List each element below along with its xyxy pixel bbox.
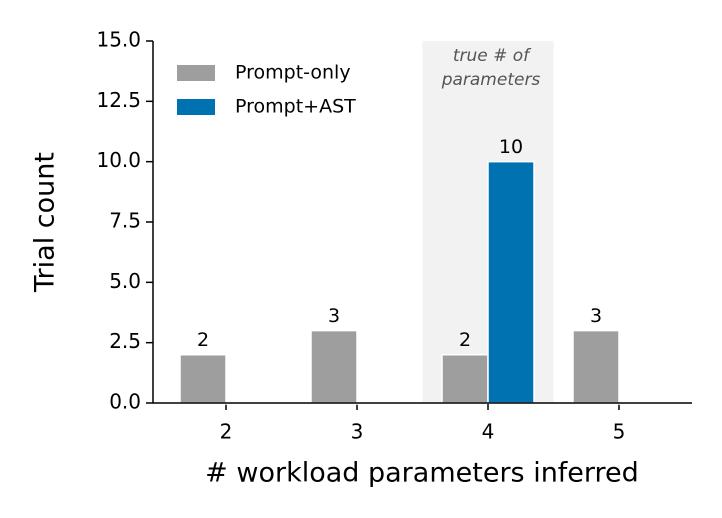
y-tick-label: 15.0 (96, 28, 141, 52)
bar (572, 329, 620, 404)
legend-label: Prompt-only (235, 62, 351, 84)
x-axis-label: # workload parameters inferred (205, 458, 639, 489)
bar (487, 160, 535, 404)
y-tick-label: 10.0 (96, 148, 141, 172)
legend-swatch (177, 99, 215, 115)
annotation-text: parameters (441, 70, 541, 90)
legend-swatch (177, 65, 215, 81)
y-tick-label: 12.5 (96, 88, 141, 112)
value-label: 2 (197, 329, 209, 351)
bar (441, 353, 489, 404)
x-tick-label: 4 (482, 420, 495, 444)
y-tick-label: 2.5 (109, 329, 141, 353)
x-tick-label: 3 (351, 420, 364, 444)
x-tick-label: 2 (220, 420, 233, 444)
value-label: 10 (499, 136, 523, 158)
value-label: 2 (459, 329, 471, 351)
y-tick-label: 0.0 (109, 390, 141, 414)
y-axis-label: Trial count (30, 152, 61, 293)
legend-label: Prompt+AST (235, 96, 356, 118)
annotation-text: true # of (453, 46, 532, 66)
value-label: 3 (328, 305, 340, 327)
bar (179, 353, 227, 404)
y-tick-label: 5.0 (109, 269, 141, 293)
bar (310, 329, 358, 404)
y-tick-label: 7.5 (109, 209, 141, 233)
value-label: 3 (590, 305, 602, 327)
x-tick-label: 5 (613, 420, 626, 444)
